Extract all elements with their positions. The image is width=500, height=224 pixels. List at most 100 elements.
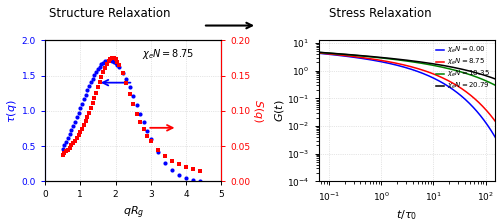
Point [129, 102, 137, 106]
Point [114, 60, 122, 63]
Point [96, 80, 104, 84]
Point [115, 63, 123, 67]
Point [126, 92, 134, 96]
Point [99, 61, 107, 65]
Point [101, 66, 109, 69]
Point [82, 93, 90, 97]
Point [84, 115, 92, 119]
Point [78, 127, 86, 131]
Point [136, 112, 144, 115]
Point [68, 128, 76, 132]
Point [80, 123, 88, 127]
Point [62, 140, 70, 144]
Legend: $\chi_eN = 0.00$, $\chi_eN = 8.75$, $\chi_eN = 18.35$, $\chi_eN = 20.79$: $\chi_eN = 0.00$, $\chi_eN = 8.75$, $\ch… [435, 44, 492, 93]
Point [106, 58, 114, 62]
Point [129, 94, 137, 97]
Point [71, 120, 79, 123]
Point [189, 178, 197, 181]
Point [161, 161, 169, 165]
Point [104, 59, 112, 63]
Point [161, 154, 169, 158]
Point [88, 77, 96, 80]
Point [104, 58, 112, 62]
Point [144, 129, 152, 133]
Point [85, 111, 93, 114]
Point [66, 146, 74, 149]
X-axis label: $t/\tau_0$: $t/\tau_0$ [396, 208, 417, 222]
Point [80, 97, 88, 101]
Point [101, 60, 109, 63]
Text: Structure Relaxation: Structure Relaxation [49, 7, 171, 20]
Point [122, 78, 130, 81]
Point [154, 151, 162, 154]
X-axis label: $qR_g$: $qR_g$ [122, 205, 144, 221]
Point [168, 159, 176, 163]
Point [90, 73, 98, 77]
Point [168, 168, 176, 172]
Point [140, 121, 148, 124]
Point [115, 65, 123, 69]
Point [154, 148, 162, 152]
Text: $\chi_eN = 8.75$: $\chi_eN = 8.75$ [142, 47, 194, 61]
Point [62, 149, 70, 153]
Point [118, 71, 126, 74]
Point [112, 58, 120, 61]
Point [126, 85, 134, 89]
Point [66, 132, 74, 136]
Point [133, 112, 141, 115]
Point [140, 128, 148, 131]
Point [175, 163, 183, 166]
Y-axis label: $G(t)$: $G(t)$ [272, 99, 285, 122]
Point [58, 147, 66, 150]
Point [74, 111, 82, 114]
Point [110, 56, 118, 60]
Point [182, 166, 190, 169]
Point [136, 120, 144, 124]
Point [60, 143, 68, 147]
Point [85, 84, 93, 88]
Point [69, 124, 77, 128]
Point [147, 140, 155, 143]
Point [73, 136, 81, 140]
Point [106, 57, 114, 61]
Point [112, 61, 120, 65]
Point [90, 96, 98, 100]
Point [94, 67, 102, 71]
Point [196, 179, 204, 182]
Point [103, 62, 111, 66]
Point [92, 91, 100, 95]
Point [69, 141, 77, 145]
Point [108, 59, 116, 62]
Point [58, 153, 66, 156]
Point [98, 75, 106, 79]
Point [94, 86, 102, 89]
Point [84, 89, 92, 92]
Y-axis label: $\tau(q)$: $\tau(q)$ [5, 99, 19, 123]
Point [82, 120, 90, 123]
Point [103, 59, 111, 62]
Point [88, 101, 96, 105]
Point [98, 63, 106, 66]
Point [182, 176, 190, 180]
Text: Stress Relaxation: Stress Relaxation [328, 7, 432, 20]
Point [76, 106, 84, 110]
Point [71, 139, 79, 142]
Point [189, 168, 197, 171]
Point [108, 56, 116, 60]
Point [133, 103, 141, 106]
Point [114, 63, 122, 67]
Y-axis label: $S(q)$: $S(q)$ [250, 99, 264, 123]
Point [64, 136, 72, 140]
Point [118, 71, 126, 75]
Point [73, 115, 81, 119]
Point [74, 134, 82, 137]
Point [96, 65, 104, 68]
Point [87, 81, 95, 84]
Point [99, 70, 107, 74]
Point [110, 60, 118, 63]
Point [175, 173, 183, 177]
Point [78, 102, 86, 106]
Point [122, 81, 130, 85]
Point [64, 148, 72, 151]
Point [92, 70, 100, 74]
